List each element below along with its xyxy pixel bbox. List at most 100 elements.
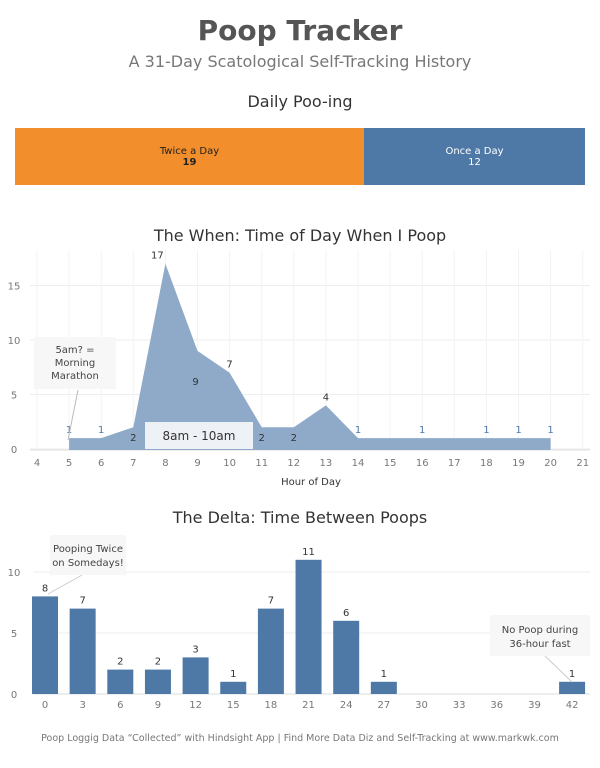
x-tick-label: 13	[320, 458, 333, 469]
data-label: 2	[155, 657, 161, 668]
y-tick-label: 10	[8, 336, 21, 347]
bar-twice-a-day: Twice a Day 19	[15, 128, 364, 185]
x-tick-label: 18	[480, 458, 493, 469]
data-label: 1	[355, 425, 361, 436]
bar	[144, 669, 171, 694]
x-tick-label: 20	[544, 458, 557, 469]
x-tick-label: 27	[377, 700, 390, 711]
bar	[32, 596, 58, 694]
data-label: 2	[117, 657, 123, 668]
x-tick-label: 30	[415, 700, 428, 711]
data-label: 11	[302, 547, 315, 558]
annotation-box	[34, 337, 116, 389]
annotation-text: 36-hour fast	[509, 639, 570, 650]
annotation-box	[145, 422, 253, 449]
annotation-box	[490, 615, 590, 656]
x-tick-label: 39	[528, 700, 541, 711]
data-label: 7	[226, 360, 232, 371]
x-tick-label: 21	[302, 700, 315, 711]
y-tick-label: 10	[8, 568, 21, 579]
x-tick-label: 11	[255, 458, 268, 469]
data-label: 7	[268, 596, 274, 607]
data-label: 9	[192, 377, 198, 388]
delta-chart-title: The Delta: Time Between Poops	[172, 508, 428, 527]
bar	[559, 681, 586, 694]
x-tick-label: 17	[448, 458, 461, 469]
x-tick-label: 19	[512, 458, 525, 469]
x-tick-label: 3	[79, 700, 85, 711]
data-label: 3	[192, 644, 198, 655]
x-tick-label: 42	[566, 700, 579, 711]
page-title: Poop Tracker	[197, 14, 403, 47]
bar	[257, 608, 284, 694]
x-tick-label: 12	[189, 700, 202, 711]
data-label: 8	[42, 583, 48, 594]
bar	[333, 620, 360, 694]
x-tick-label: 18	[265, 700, 278, 711]
y-tick-label: 5	[11, 629, 17, 640]
x-tick-label: 6	[98, 458, 104, 469]
data-label: 1	[515, 425, 521, 436]
annotation-text: 5am? =	[55, 345, 94, 356]
x-axis-title: Hour of Day	[281, 477, 341, 488]
x-tick-label: 9	[155, 700, 161, 711]
data-label: 1	[547, 425, 553, 436]
x-tick-label: 15	[384, 458, 397, 469]
x-tick-label: 9	[194, 458, 200, 469]
data-label: 1	[483, 425, 489, 436]
y-tick-label: 5	[11, 391, 17, 402]
delta-bar-chart: 0 5 10 8 0 7 3 2 6 2 9 3 12 1 15 7 18 11 21 6 24 1 27 30 33 36 39 1…	[8, 535, 590, 711]
data-label: 4	[323, 392, 329, 403]
y-tick-label: 0	[11, 690, 17, 701]
segment-label: Twice a Day	[159, 145, 220, 157]
page-subtitle: A 31-Day Scatological Self-Tracking Hist…	[128, 52, 472, 71]
data-label: 1	[66, 425, 72, 436]
bar	[295, 559, 322, 694]
data-label: 1	[569, 669, 575, 680]
annotation-text: 8am - 10am	[163, 429, 236, 443]
bar	[220, 681, 247, 694]
x-tick-label: 16	[416, 458, 429, 469]
when-chart-title: The When: Time of Day When I Poop	[153, 226, 447, 245]
data-label: 1	[98, 425, 104, 436]
data-label: 7	[79, 596, 85, 607]
footer-credit: Poop Loggig Data “Collected” with Hindsi…	[41, 733, 559, 744]
data-label: 1	[381, 669, 387, 680]
segment-value: 12	[468, 156, 481, 168]
x-tick-label: 10	[223, 458, 236, 469]
data-label: 2	[130, 433, 136, 444]
x-tick-label: 15	[227, 700, 240, 711]
x-tick-label: 14	[352, 458, 365, 469]
data-label: 17	[151, 251, 164, 262]
annotation-leader	[47, 574, 83, 595]
annotation-text: Marathon	[51, 371, 99, 382]
segment-label: Once a Day	[445, 145, 504, 157]
x-tick-label: 33	[453, 700, 466, 711]
annotation-box	[50, 535, 126, 575]
bar	[69, 608, 96, 694]
annotation-text: on Somedays!	[52, 558, 124, 569]
annotation-text: No Poop during	[502, 625, 578, 636]
data-label: 1	[419, 425, 425, 436]
area-series	[69, 263, 551, 450]
data-label: 2	[259, 433, 265, 444]
data-label: 6	[343, 608, 349, 619]
bar	[107, 669, 134, 694]
annotation-text: Morning	[55, 358, 95, 369]
daily-chart-title: Daily Poo-ing	[247, 92, 353, 111]
annotation-leader	[544, 655, 573, 683]
y-tick-label: 0	[11, 445, 17, 456]
x-tick-label: 8	[162, 458, 168, 469]
x-tick-label: 7	[130, 458, 136, 469]
segment-value: 19	[182, 156, 197, 168]
x-tick-label: 5	[66, 458, 72, 469]
x-tick-label: 6	[117, 700, 123, 711]
data-label: 1	[230, 669, 236, 680]
x-tick-label: 21	[576, 458, 589, 469]
x-tick-label: 24	[340, 700, 353, 711]
x-tick-label: 36	[490, 700, 503, 711]
bar-once-a-day: Once a Day 12	[364, 128, 585, 185]
bar	[370, 681, 397, 694]
x-tick-label: 12	[287, 458, 300, 469]
